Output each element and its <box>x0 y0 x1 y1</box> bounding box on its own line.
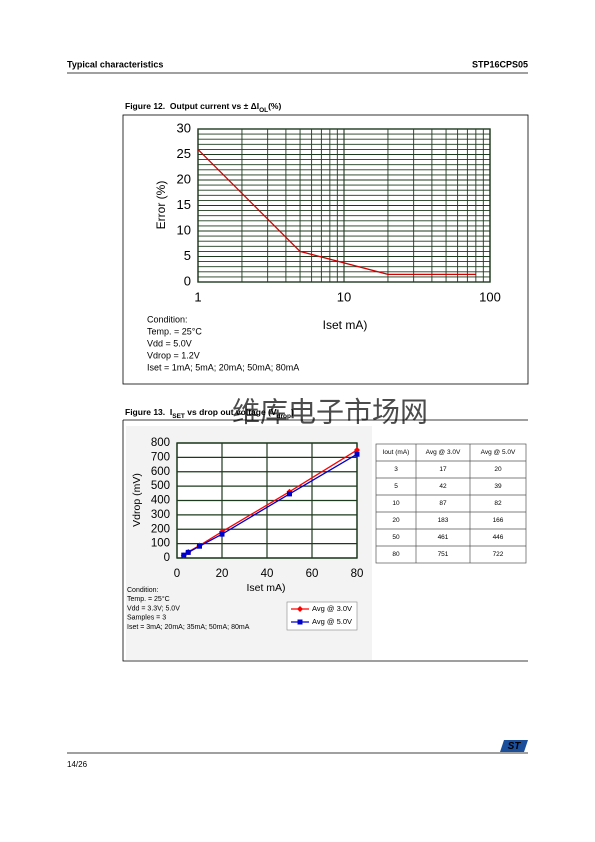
data-point <box>197 543 202 549</box>
figure-frame <box>122 114 529 385</box>
y-tick-label: 600 <box>151 466 170 478</box>
data-point <box>354 451 360 457</box>
figure-number: Figure 13. <box>125 407 165 417</box>
condition-note: Condition: <box>147 314 188 324</box>
svg-text:ST: ST <box>508 741 522 752</box>
condition-note: Samples = 3 <box>127 615 166 622</box>
x-axis-label: Iset mA) <box>323 318 368 332</box>
data-point <box>219 531 225 537</box>
table-cell: 17 <box>439 466 447 473</box>
table-cell: 166 <box>493 517 504 524</box>
condition-note: Vdrop = 1.2V <box>147 350 200 360</box>
table-cell: 751 <box>438 551 449 558</box>
table-cell: 42 <box>439 483 447 490</box>
data-point <box>185 549 191 555</box>
y-tick-label: 700 <box>151 451 170 463</box>
caption-part: I <box>170 407 172 417</box>
header-title: Typical characteristics <box>67 59 163 69</box>
x-tick-label: 1 <box>194 289 201 304</box>
data-point <box>181 552 187 558</box>
page-number: 14/26 <box>67 760 88 769</box>
y-tick-label: 200 <box>151 523 170 535</box>
y-tick-label: 100 <box>151 538 170 550</box>
table-header: Avg @ 3.0V <box>426 449 461 456</box>
y-tick-label: 400 <box>151 495 170 507</box>
table-cell: 446 <box>493 534 504 541</box>
y-axis-label: Error (%) <box>154 181 168 230</box>
y-tick-label: 15 <box>177 197 191 212</box>
table-cell: 87 <box>439 500 447 507</box>
table-cell: 5 <box>394 483 398 490</box>
plot-frame <box>176 442 358 559</box>
x-tick-label: 80 <box>351 568 364 580</box>
table-cell: 39 <box>494 483 502 490</box>
condition-note: Temp. = 25°C <box>127 595 170 603</box>
caption-part: drop <box>277 413 291 420</box>
figure-frame <box>122 419 528 662</box>
y-tick-label: 0 <box>164 552 170 564</box>
y-tick-label: 500 <box>151 480 170 492</box>
y-tick-label: 25 <box>177 146 191 161</box>
caption-part: vs drop out voltage (V <box>185 407 277 417</box>
legend-label: Avg @ 3.0V <box>312 604 352 613</box>
y-tick-label: 800 <box>151 437 170 449</box>
caption-part: Output current vs ± ΔI <box>170 101 259 111</box>
y-tick-label: 20 <box>177 171 191 186</box>
st-logo: ST <box>500 740 528 752</box>
table-cell: 183 <box>438 517 449 524</box>
table-cell: 20 <box>392 517 400 524</box>
legend-marker <box>297 619 303 625</box>
x-tick-label: 40 <box>261 568 274 580</box>
caption-part: (%) <box>268 101 281 111</box>
figure-caption: Figure 13. ISET vs drop out voltage (Vdr… <box>125 407 294 420</box>
caption-part: ) <box>291 407 294 417</box>
x-tick-label: 20 <box>216 568 229 580</box>
y-tick-label: 300 <box>151 509 170 521</box>
figure-caption: Figure 12. Output current vs ± ΔIOL(%) <box>125 101 281 114</box>
y-axis-label: Vdrop (mV) <box>131 473 143 527</box>
table-cell: 3 <box>394 466 398 473</box>
condition-note: Temp. = 25°C <box>147 326 202 336</box>
condition-note: Iset = 3mA; 20mA; 35mA; 50mA; 80mA <box>127 624 250 631</box>
data-point <box>354 447 360 454</box>
condition-note: Condition: <box>127 587 159 594</box>
table-frame <box>375 443 527 564</box>
table-cell: 461 <box>438 534 449 541</box>
plot-frame <box>197 128 491 283</box>
table-cell: 20 <box>494 466 502 473</box>
data-point <box>287 491 292 497</box>
legend-label: Avg @ 5.0V <box>312 617 352 626</box>
x-tick-label: 0 <box>174 568 180 580</box>
table-cell: 722 <box>493 551 504 558</box>
table-cell: 50 <box>392 534 400 541</box>
x-tick-label: 100 <box>479 289 501 304</box>
table-header: Avg @ 5.0V <box>481 449 516 456</box>
legend-marker <box>297 606 303 612</box>
figure-number: Figure 12. <box>125 101 165 111</box>
y-tick-label: 10 <box>177 222 191 237</box>
y-tick-label: 30 <box>177 120 191 135</box>
table-cell: 10 <box>392 500 400 507</box>
condition-note: Vdd = 3.3V; 5.0V <box>127 605 180 612</box>
x-axis-label: Iset mA) <box>246 582 285 594</box>
watermark: 维库电子市场网 <box>232 396 428 429</box>
x-tick-label: 10 <box>337 289 351 304</box>
table-cell: 80 <box>392 551 400 558</box>
legend-box <box>286 601 358 631</box>
condition-note: Iset = 1mA; 5mA; 20mA; 50mA; 80mA <box>147 362 299 372</box>
table-header: Iout (mA) <box>383 449 410 456</box>
x-tick-label: 60 <box>306 568 319 580</box>
y-tick-label: 5 <box>184 248 191 263</box>
y-tick-label: 0 <box>184 273 191 288</box>
data-line <box>197 148 476 275</box>
table-cell: 82 <box>494 500 502 507</box>
caption-part: SET <box>172 413 185 420</box>
condition-note: Vdd = 5.0V <box>147 338 192 348</box>
header-part: STP16CPS05 <box>472 59 528 69</box>
caption-part: OL <box>259 107 268 114</box>
